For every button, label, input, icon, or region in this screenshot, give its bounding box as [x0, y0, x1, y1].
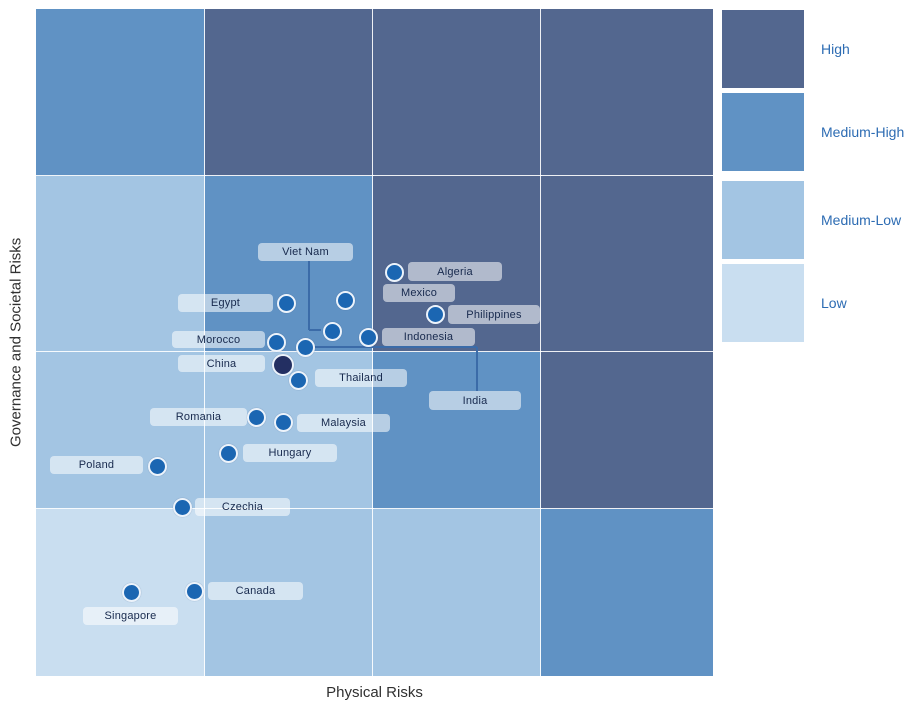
mexico-dot	[335, 290, 355, 310]
india-leader-line-2	[476, 347, 478, 391]
mexico-label: Mexico	[383, 284, 455, 302]
cell-r3c1-medium-low	[35, 351, 206, 510]
cell-r2c2-medium-high	[204, 175, 374, 353]
y-axis-label: Governance and Societal Risks	[7, 237, 25, 448]
cell-r1c4-high	[540, 8, 714, 177]
china-dot	[272, 354, 294, 376]
legend-label-low: Low	[821, 295, 847, 311]
canada-label: Canada	[208, 582, 303, 600]
hungary-label: Hungary	[243, 444, 337, 462]
poland-dot	[147, 456, 167, 476]
indonesia-dot	[358, 327, 378, 347]
philippines-dot	[425, 304, 445, 324]
romania-label: Romania	[150, 408, 247, 426]
algeria-dot	[384, 262, 404, 282]
indonesia-label: Indonesia	[382, 328, 475, 346]
india-label: India	[429, 391, 521, 410]
legend-item-low: Low	[722, 264, 847, 342]
morocco-label: Morocco	[172, 331, 265, 348]
singapore-label: Singapore	[83, 607, 178, 625]
viet-nam-leader-line-2	[309, 329, 321, 331]
viet-nam-leader-line-1	[308, 261, 310, 330]
morocco-dot	[266, 332, 286, 352]
cell-r3c4-high	[540, 351, 714, 510]
thailand-dot	[288, 370, 308, 390]
cell-r1c3-high	[372, 8, 542, 177]
legend-item-medium-low: Medium-Low	[722, 181, 901, 259]
viet-nam-dot	[322, 321, 342, 341]
romania-dot	[246, 407, 266, 427]
thailand-label: Thailand	[315, 369, 407, 387]
legend-item-high: High	[722, 10, 850, 88]
legend-label-medium-low: Medium-Low	[821, 212, 902, 228]
cell-r1c1-medium-high	[35, 8, 206, 177]
poland-label: Poland	[50, 456, 143, 474]
egypt-dot	[276, 293, 296, 313]
india-leader-line-1	[314, 346, 477, 348]
singapore-dot	[121, 582, 141, 602]
cell-r2c4-high	[540, 175, 714, 353]
cell-r1c2-high	[204, 8, 374, 177]
malaysia-dot	[273, 412, 293, 432]
legend-swatch-medium-high	[722, 93, 804, 171]
x-axis-label: Physical Risks	[326, 684, 423, 701]
viet-nam-label: Viet Nam	[258, 243, 353, 261]
china-label: China	[178, 355, 265, 372]
legend-item-medium-high: Medium-High	[722, 93, 904, 171]
cell-r4c3-medium-low	[372, 508, 542, 677]
legend-swatch-high	[722, 10, 804, 88]
legend-swatch-low	[722, 264, 804, 342]
canada-dot	[184, 581, 204, 601]
czechia-dot	[172, 497, 192, 517]
cell-r2c1-medium-low	[35, 175, 206, 353]
cell-r4c4-medium-high	[540, 508, 714, 677]
malaysia-label: Malaysia	[297, 414, 390, 432]
algeria-label: Algeria	[408, 262, 502, 281]
india-dot	[295, 337, 315, 357]
egypt-label: Egypt	[178, 294, 273, 312]
czechia-label: Czechia	[195, 498, 290, 516]
philippines-label: Philippines	[448, 305, 540, 324]
hungary-dot	[218, 443, 238, 463]
legend-label-medium-high: Medium-High	[821, 124, 905, 140]
legend-swatch-medium-low	[722, 181, 804, 259]
cell-r4c1-low	[35, 508, 206, 677]
legend-label-high: High	[821, 41, 850, 57]
